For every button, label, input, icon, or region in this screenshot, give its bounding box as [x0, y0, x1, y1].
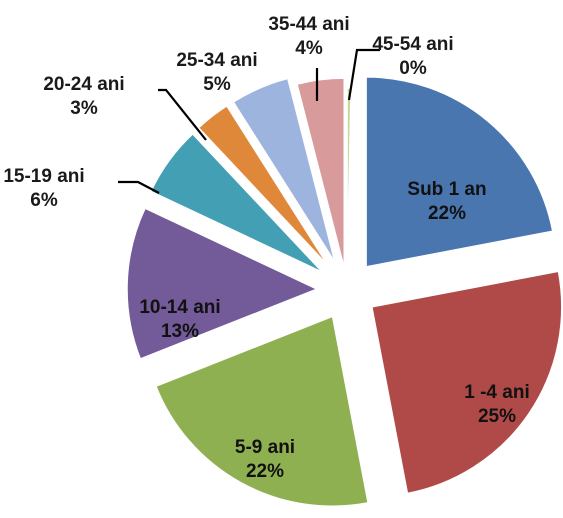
data-label-percent: 13% — [161, 321, 199, 342]
pie-slice-10-14-ani — [126, 207, 319, 360]
data-label-percent: 4% — [295, 38, 323, 59]
pie-slice-sub-1-an — [365, 76, 554, 268]
data-label-percent: 25% — [478, 406, 516, 427]
data-label-35-44-ani: 35-44 ani 4% — [268, 14, 349, 59]
data-label-percent: 22% — [428, 203, 466, 224]
data-label-percent: 0% — [399, 58, 427, 79]
data-label-percent: 5% — [203, 74, 231, 95]
pie-slice-20-24-ani — [197, 104, 330, 267]
data-label-category: 35-44 ani — [268, 14, 349, 35]
data-label-15-19-ani: 15-19 ani 6% — [3, 166, 84, 211]
pie-slice-5-9-ani — [154, 315, 370, 508]
data-label-percent: 6% — [30, 190, 58, 211]
data-label-20-24-ani: 20-24 ani 3% — [43, 74, 124, 119]
pie-slice-15-19-ani — [149, 132, 324, 274]
leader-line-8 — [347, 48, 380, 101]
pie-slice-45-54-ani — [346, 87, 352, 279]
data-label-sub-1-an: Sub 1 an 22% — [407, 179, 486, 224]
data-label-category: 10-14 ani — [139, 297, 220, 318]
data-label-category: 15-19 ani — [3, 166, 84, 187]
data-label-category: 45-54 ani — [372, 34, 453, 55]
data-label-percent: 22% — [246, 461, 284, 482]
leader-line-5 — [158, 88, 207, 141]
data-label-25-34-ani: 25-34 ani 5% — [176, 50, 257, 95]
pie-slice-1-4-ani — [370, 270, 563, 495]
pie-slice-35-44-ani — [296, 77, 345, 269]
data-label-percent: 3% — [70, 98, 98, 119]
data-label-category: 5-9 ani — [235, 437, 295, 458]
data-label-45-54-ani: 45-54 ani 0% — [372, 34, 453, 79]
data-label-5-9-ani: 5-9 ani 22% — [235, 437, 295, 482]
data-label-1-4-ani: 1 -4 ani 25% — [464, 382, 529, 427]
data-label-category: 25-34 ani — [176, 50, 257, 71]
data-label-category: 1 -4 ani — [464, 382, 529, 403]
leader-line-4 — [118, 180, 160, 194]
data-label-10-14-ani: 10-14 ani 13% — [139, 297, 220, 342]
data-label-category: 20-24 ani — [43, 74, 124, 95]
data-label-category: Sub 1 an — [407, 179, 486, 200]
pie-slice-25-34-ani — [232, 77, 336, 263]
